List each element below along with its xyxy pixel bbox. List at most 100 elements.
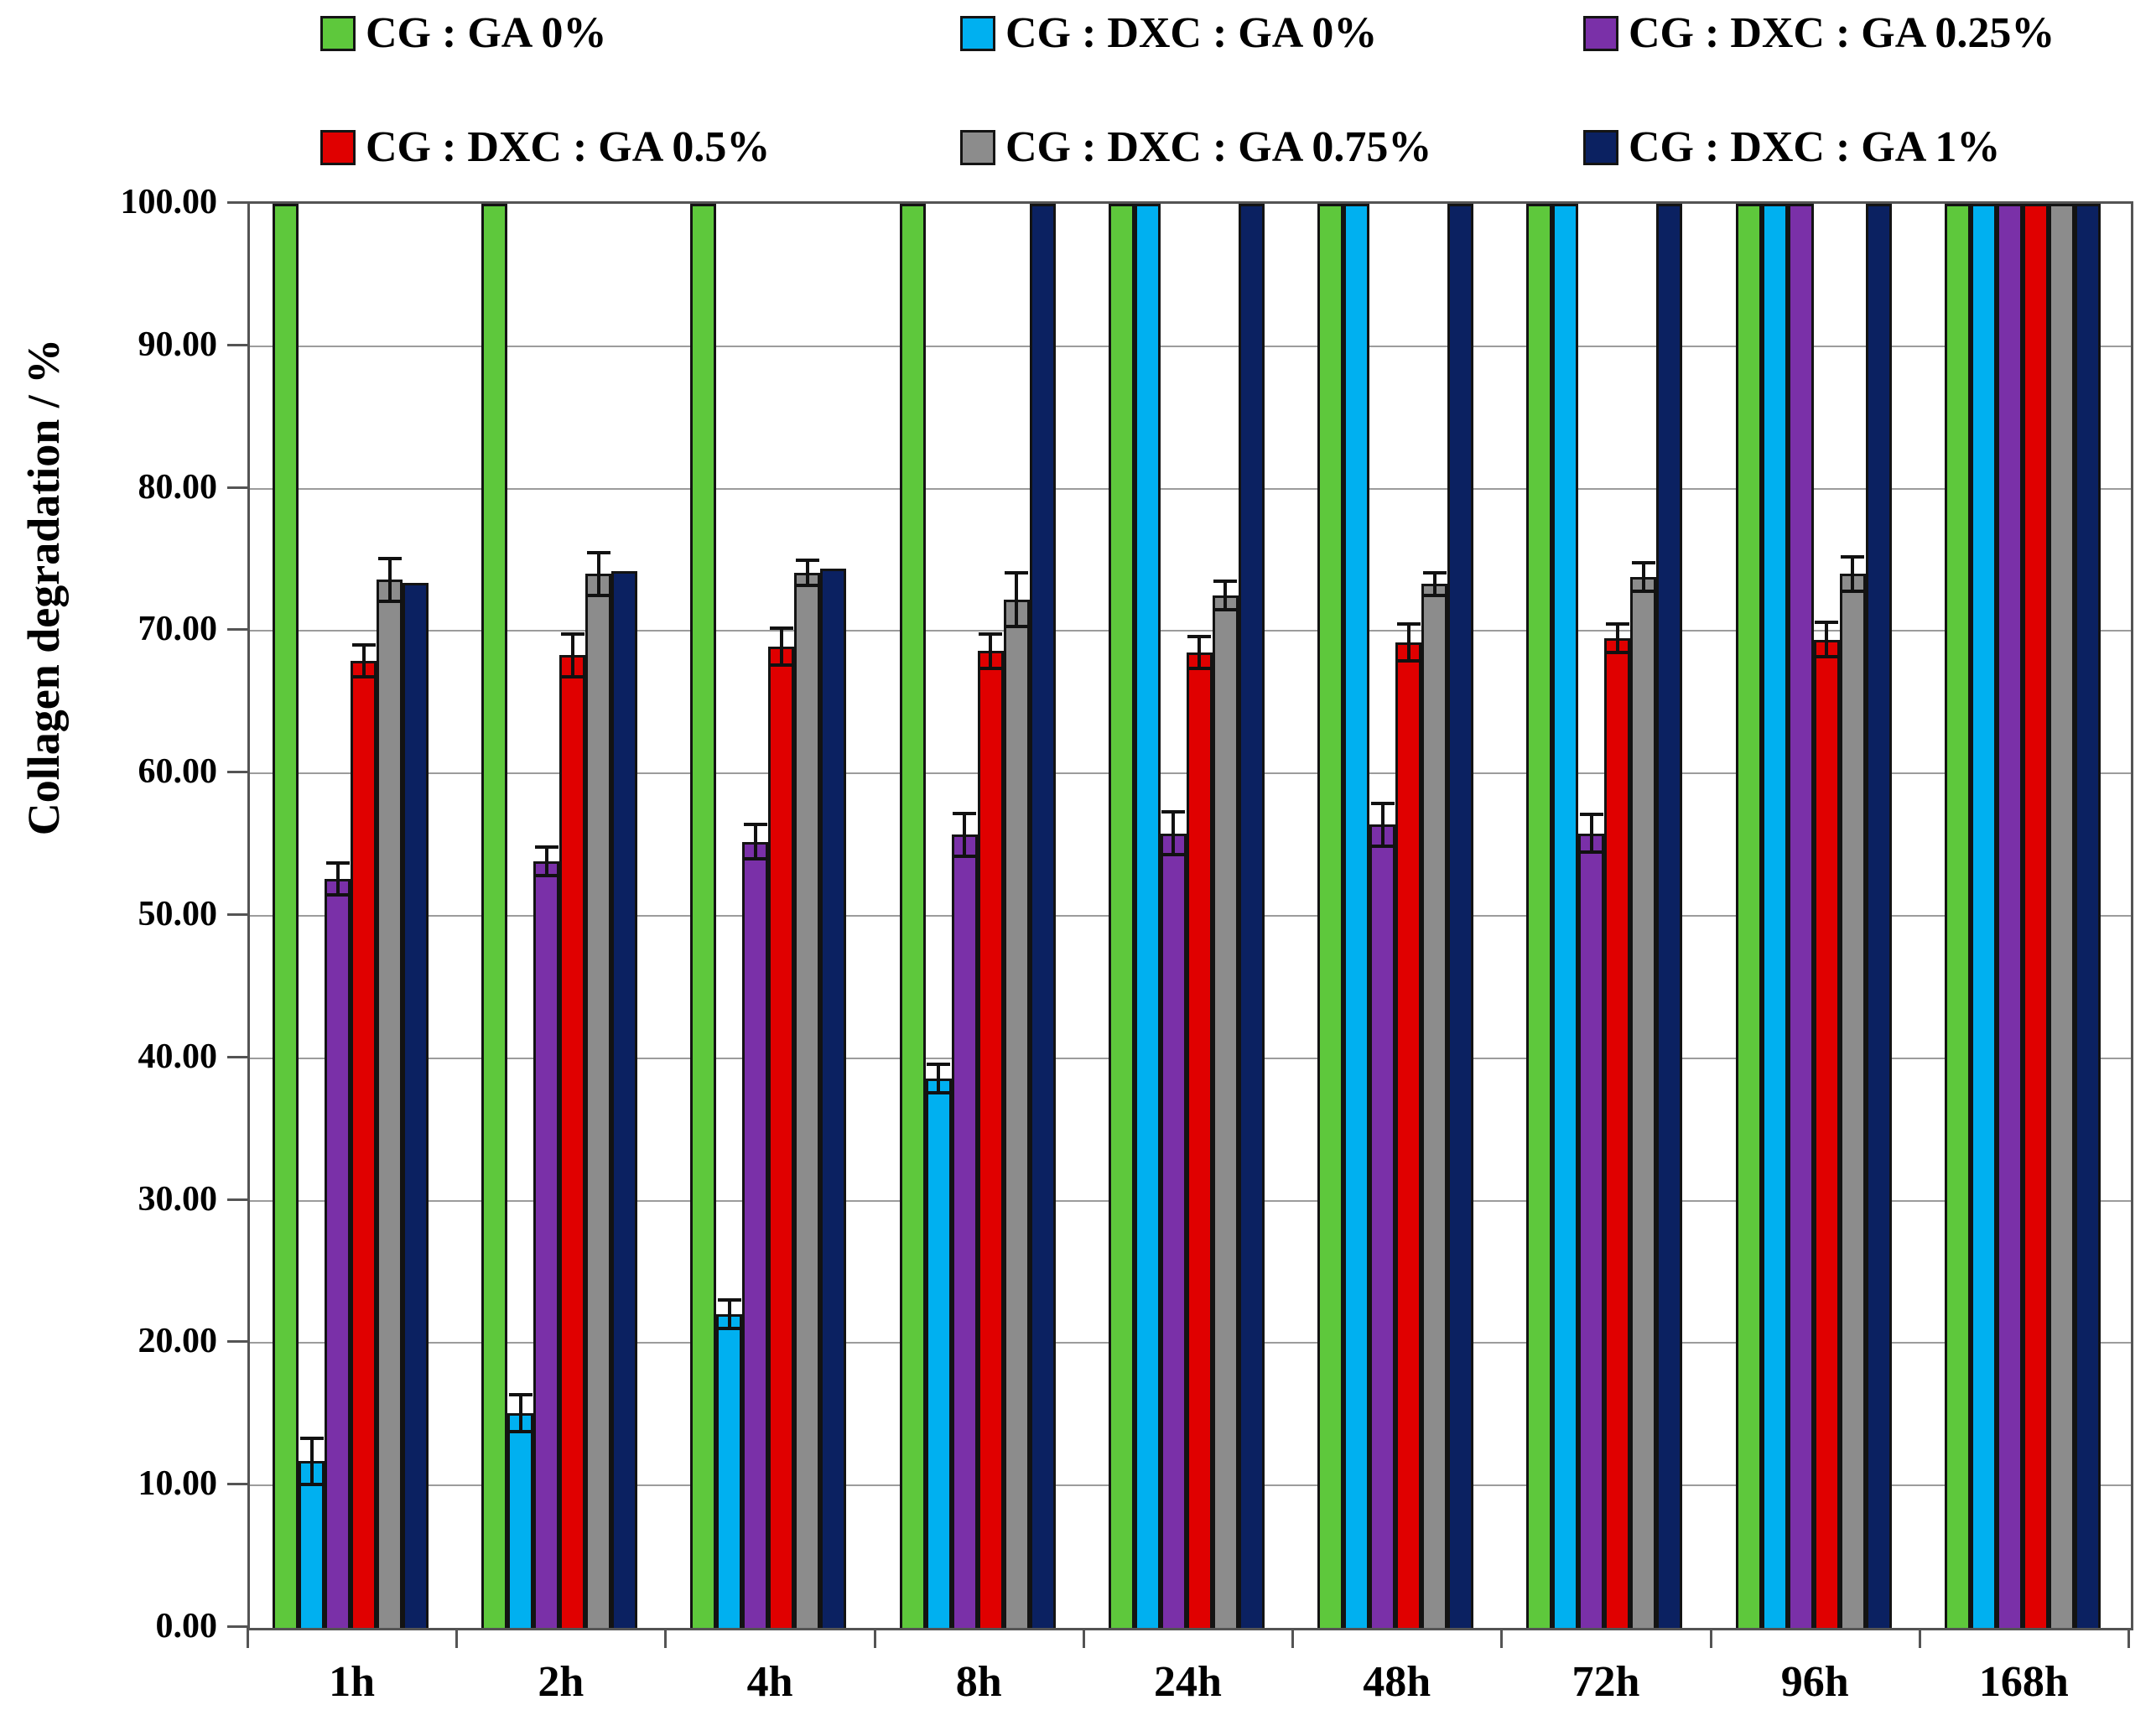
error-bar-cap bbox=[769, 663, 793, 668]
bar-168h-series-0 bbox=[1944, 204, 1971, 1628]
y-axis-tick bbox=[227, 1340, 247, 1344]
error-bar-cap bbox=[1631, 560, 1655, 564]
x-axis-tick bbox=[1709, 1628, 1712, 1648]
y-axis-tick bbox=[227, 486, 247, 489]
x-axis-tick bbox=[2127, 1628, 2130, 1648]
error-bar-cap bbox=[325, 861, 350, 866]
y-tick-label: 50.00 bbox=[138, 895, 218, 933]
bar-8h-series-0 bbox=[899, 204, 926, 1628]
bar-168h-series-1 bbox=[1970, 204, 1997, 1628]
bar-72h-series-1 bbox=[1552, 204, 1579, 1628]
y-tick-label: 100.00 bbox=[120, 183, 218, 221]
bar-96h-series-4 bbox=[1839, 574, 1866, 1628]
error-bar-cap bbox=[927, 1062, 951, 1066]
error-bar-cap bbox=[351, 674, 376, 678]
bar-72h-series-2 bbox=[1578, 833, 1605, 1628]
y-axis-tick bbox=[227, 201, 247, 204]
error-bar-cap bbox=[1370, 844, 1395, 848]
bar-4h-series-3 bbox=[768, 647, 795, 1628]
legend-label: CG : DXC : GA 1% bbox=[1629, 123, 2001, 171]
error-bar-cap bbox=[743, 823, 767, 827]
error-bar bbox=[361, 645, 366, 677]
y-axis-tick bbox=[227, 1198, 247, 1201]
error-bar-cap bbox=[1187, 635, 1212, 639]
error-bar-cap bbox=[1841, 555, 1865, 559]
legend-item: CG : DXC : GA 0.25% bbox=[1583, 12, 2055, 55]
y-axis-tick bbox=[227, 1625, 247, 1628]
y-tick-label: 40.00 bbox=[138, 1037, 218, 1076]
legend-swatch-icon bbox=[320, 130, 356, 165]
error-bar-cap bbox=[743, 857, 767, 861]
error-bar bbox=[1015, 572, 1019, 627]
y-tick-label: 90.00 bbox=[138, 325, 218, 364]
error-bar bbox=[1406, 623, 1410, 662]
error-bar-cap bbox=[1815, 654, 1839, 658]
bar-48h-series-2 bbox=[1369, 824, 1396, 1628]
bar-48h-series-3 bbox=[1395, 642, 1422, 1628]
bar-96h-series-2 bbox=[1787, 204, 1814, 1628]
y-tick-label: 70.00 bbox=[138, 610, 218, 649]
bar-4h-series-2 bbox=[742, 841, 769, 1628]
bar-24h-series-0 bbox=[1108, 204, 1135, 1628]
error-bar-cap bbox=[1161, 810, 1186, 814]
x-axis-tick bbox=[1082, 1628, 1085, 1648]
error-bar bbox=[989, 633, 993, 668]
error-bar-cap bbox=[795, 584, 819, 588]
error-bar-cap bbox=[299, 1437, 324, 1441]
legend-swatch-icon bbox=[1583, 130, 1618, 165]
error-bar-cap bbox=[927, 1090, 951, 1094]
error-bar-cap bbox=[979, 632, 1003, 636]
y-tick-label: 10.00 bbox=[138, 1464, 218, 1504]
error-bar bbox=[963, 813, 967, 856]
bar-4h-series-5 bbox=[820, 568, 847, 1628]
error-bar bbox=[1432, 572, 1436, 595]
legend-item: CG : GA 0% bbox=[320, 12, 606, 55]
bar-1h-series-1 bbox=[299, 1461, 325, 1628]
error-bar bbox=[1172, 812, 1176, 855]
error-bar-cap bbox=[1370, 801, 1395, 805]
error-bar bbox=[335, 863, 340, 895]
y-tick-label: 30.00 bbox=[138, 1179, 218, 1219]
bar-72h-series-4 bbox=[1630, 576, 1657, 1628]
legend-label: CG : DXC : GA 0.75% bbox=[1005, 123, 1432, 171]
bar-48h-series-5 bbox=[1447, 204, 1474, 1628]
y-tick-label: 80.00 bbox=[138, 467, 218, 507]
bar-2h-series-2 bbox=[533, 861, 560, 1628]
x-tick-label: 24h bbox=[1154, 1658, 1222, 1706]
bar-96h-series-5 bbox=[1865, 204, 1892, 1628]
error-bar bbox=[1615, 623, 1619, 652]
bar-24h-series-4 bbox=[1212, 595, 1239, 1628]
legend-swatch-icon bbox=[960, 16, 995, 51]
error-bar bbox=[727, 1300, 731, 1329]
legend-item: CG : DXC : GA 1% bbox=[1583, 126, 2000, 169]
error-bar bbox=[1641, 562, 1645, 591]
error-bar-cap bbox=[560, 674, 584, 678]
bar-96h-series-3 bbox=[1813, 639, 1840, 1628]
x-axis-tick bbox=[1291, 1628, 1295, 1648]
bar-2h-series-4 bbox=[585, 574, 612, 1628]
error-bar-cap bbox=[953, 854, 977, 858]
error-bar-cap bbox=[1005, 625, 1029, 629]
bar-2h-series-3 bbox=[559, 655, 586, 1628]
y-axis-tick bbox=[227, 771, 247, 774]
bar-4h-series-1 bbox=[716, 1314, 743, 1628]
bar-96h-series-0 bbox=[1735, 204, 1762, 1628]
error-bar bbox=[309, 1438, 314, 1484]
y-axis-tick bbox=[227, 1483, 247, 1486]
error-bar-cap bbox=[953, 811, 977, 815]
error-bar-cap bbox=[1396, 659, 1421, 663]
bar-4h-series-4 bbox=[794, 572, 821, 1628]
error-bar bbox=[1197, 637, 1202, 668]
legend-swatch-icon bbox=[960, 130, 995, 165]
error-bar bbox=[1223, 580, 1228, 610]
error-bar-cap bbox=[508, 1429, 533, 1433]
bar-1h-series-2 bbox=[325, 878, 351, 1628]
y-axis-tick bbox=[227, 343, 247, 346]
x-tick-label: 48h bbox=[1363, 1658, 1431, 1706]
error-bar bbox=[753, 824, 757, 860]
plot-area bbox=[247, 201, 2133, 1630]
legend-item: CG : DXC : GA 0.75% bbox=[960, 126, 1431, 169]
error-bar bbox=[518, 1394, 522, 1432]
bar-168h-series-2 bbox=[1996, 204, 2023, 1628]
y-tick-label: 20.00 bbox=[138, 1322, 218, 1361]
